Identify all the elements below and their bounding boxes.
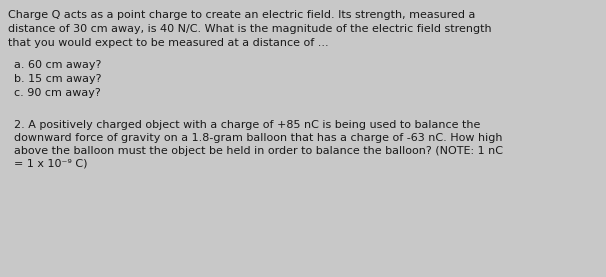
Text: 2. A positively charged object with a charge of +85 nC is being used to balance : 2. A positively charged object with a ch… (14, 120, 481, 130)
Text: = 1 x 10⁻⁹ C): = 1 x 10⁻⁹ C) (14, 159, 87, 169)
Text: b. 15 cm away?: b. 15 cm away? (14, 74, 101, 84)
Text: a. 60 cm away?: a. 60 cm away? (14, 60, 101, 70)
Text: Charge Q acts as a point charge to create an electric field. Its strength, measu: Charge Q acts as a point charge to creat… (8, 10, 475, 20)
Text: downward force of gravity on a 1.8-gram balloon that has a charge of -63 nC. How: downward force of gravity on a 1.8-gram … (14, 133, 502, 143)
Text: distance of 30 cm away, is 40 N/C. What is the magnitude of the electric field s: distance of 30 cm away, is 40 N/C. What … (8, 24, 491, 34)
Text: c. 90 cm away?: c. 90 cm away? (14, 88, 101, 98)
Text: that you would expect to be measured at a distance of ...: that you would expect to be measured at … (8, 38, 328, 48)
Text: above the balloon must the object be held in order to balance the balloon? (NOTE: above the balloon must the object be hel… (14, 146, 503, 156)
